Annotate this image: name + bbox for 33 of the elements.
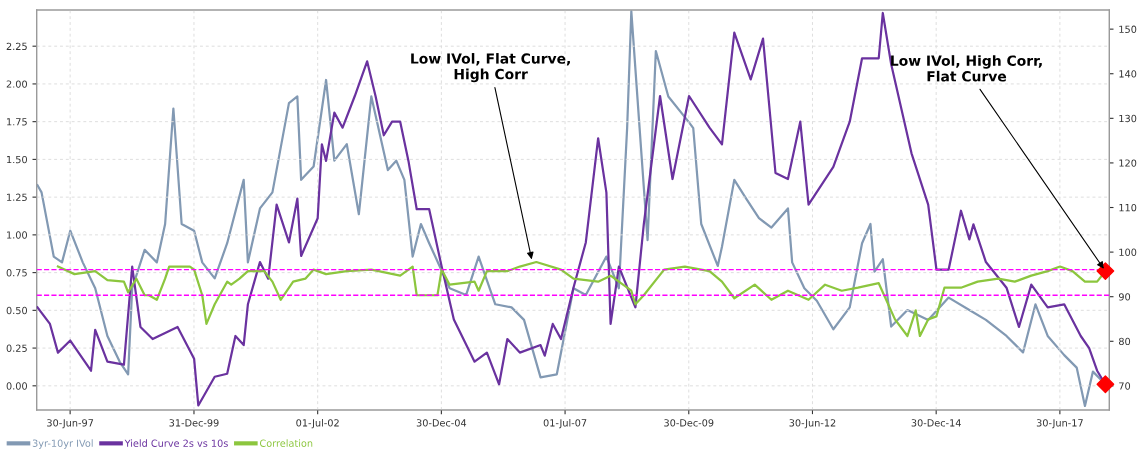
x-tick-label: 31-Dec-99 [169,419,219,427]
legend-label: Yield Curve 2s vs 10s [124,439,228,447]
y-tick-label: 1.50 [7,155,27,164]
x-tick-label: 30-Jun-17 [1036,419,1083,429]
y2-tick-label: 100 [1119,248,1137,256]
y2-tick-label: 150 [1119,25,1137,33]
y-tick-label: 1.25 [7,193,27,201]
y2-tick-label: 90 [1118,293,1131,301]
y-tick-label: 0.00 [6,382,27,390]
y-tick-label: 0.50 [6,306,27,315]
x-tick-label: 30-Dec-04 [416,419,467,427]
y-tick-label: 0.75 [6,269,27,277]
x-tick-label: 01-Jul-07 [543,418,587,429]
y2-tick-label: 80 [1119,337,1131,346]
y-tick-label: 0.25 [6,344,27,352]
y2-tick-label: 70 [1119,382,1131,390]
legend-label: 3yr-10yr IVol [32,439,93,449]
x-tick-label: 30-Jun-97 [47,419,94,429]
x-tick-label: 30-Dec-14 [911,419,961,427]
x-tick-label: 30-Jun-12 [789,419,836,429]
y2-tick-label: 120 [1119,159,1137,167]
y2-tick-label: 130 [1119,114,1137,123]
annotation: Low IVol, Flat Curve, High Corr [411,53,570,83]
x-tick-label: 30-Dec-09 [664,419,714,427]
y-tick-label: 1.00 [7,231,27,239]
x-tick-label: 01-Jul-02 [296,418,339,429]
y-tick-label: 2.25 [6,42,27,51]
y-tick-label: 2.00 [6,80,27,88]
y-tick-label: 1.75 [7,118,27,126]
y2-tick-label: 110 [1119,203,1137,212]
y2-tick-label: 140 [1119,70,1137,78]
legend-label: Correlation [259,439,313,447]
annotation: Low IVol, High Corr, Flat Curve [891,55,1042,82]
